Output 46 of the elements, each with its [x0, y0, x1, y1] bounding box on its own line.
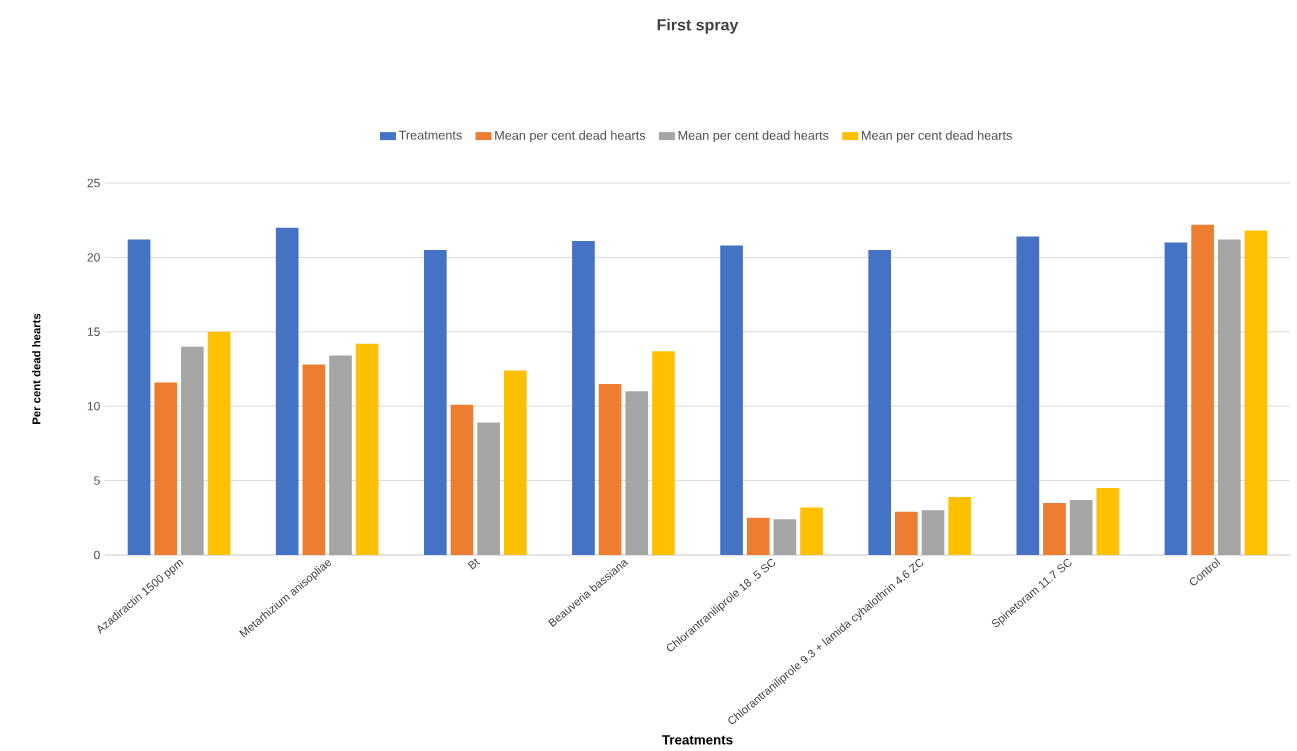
y-tick-label: 5 — [94, 476, 100, 485]
bar — [181, 346, 204, 555]
bar — [652, 351, 675, 555]
bar — [477, 422, 500, 555]
bar — [207, 331, 231, 555]
legend-label: Mean per cent dead hearts — [678, 130, 829, 143]
bar — [948, 496, 972, 555]
y-tick-label: 25 — [87, 178, 100, 188]
y-tick-label: 15 — [87, 327, 100, 336]
bar — [450, 404, 474, 555]
bar — [127, 239, 151, 555]
y-axis-title: Per cent dead hearts — [32, 313, 41, 424]
chart-title: First spray — [657, 18, 739, 34]
legend-label: Treatments — [398, 130, 462, 140]
bar — [1096, 488, 1120, 555]
bar — [1191, 224, 1214, 555]
bar — [598, 383, 622, 555]
y-tick-label: 20 — [87, 253, 100, 262]
bar — [625, 391, 649, 555]
bar — [921, 510, 945, 555]
bar — [154, 382, 178, 555]
bar — [868, 249, 892, 555]
bar — [275, 227, 299, 555]
legend-label: Mean per cent dead hearts — [495, 130, 646, 143]
bar — [1069, 499, 1093, 555]
bar — [302, 364, 326, 555]
bar — [1244, 230, 1268, 555]
bar — [1217, 239, 1241, 555]
legend-label: Mean per cent dead hearts — [862, 130, 1012, 143]
x-tick-label: Bt — [467, 558, 481, 570]
x-axis-title: Treatments — [662, 735, 733, 745]
y-tick-label: 0 — [94, 550, 100, 560]
bar — [895, 511, 918, 555]
bar — [800, 507, 823, 555]
bar — [1164, 242, 1188, 555]
bar — [503, 370, 527, 555]
bar — [1016, 236, 1040, 555]
bar — [572, 241, 595, 555]
bar — [1043, 502, 1066, 555]
bar — [355, 343, 379, 555]
bar — [329, 355, 352, 555]
bar — [423, 249, 447, 555]
y-tick-label: 10 — [87, 401, 100, 411]
bar — [746, 517, 770, 555]
bar — [773, 519, 797, 555]
bar — [720, 245, 743, 555]
